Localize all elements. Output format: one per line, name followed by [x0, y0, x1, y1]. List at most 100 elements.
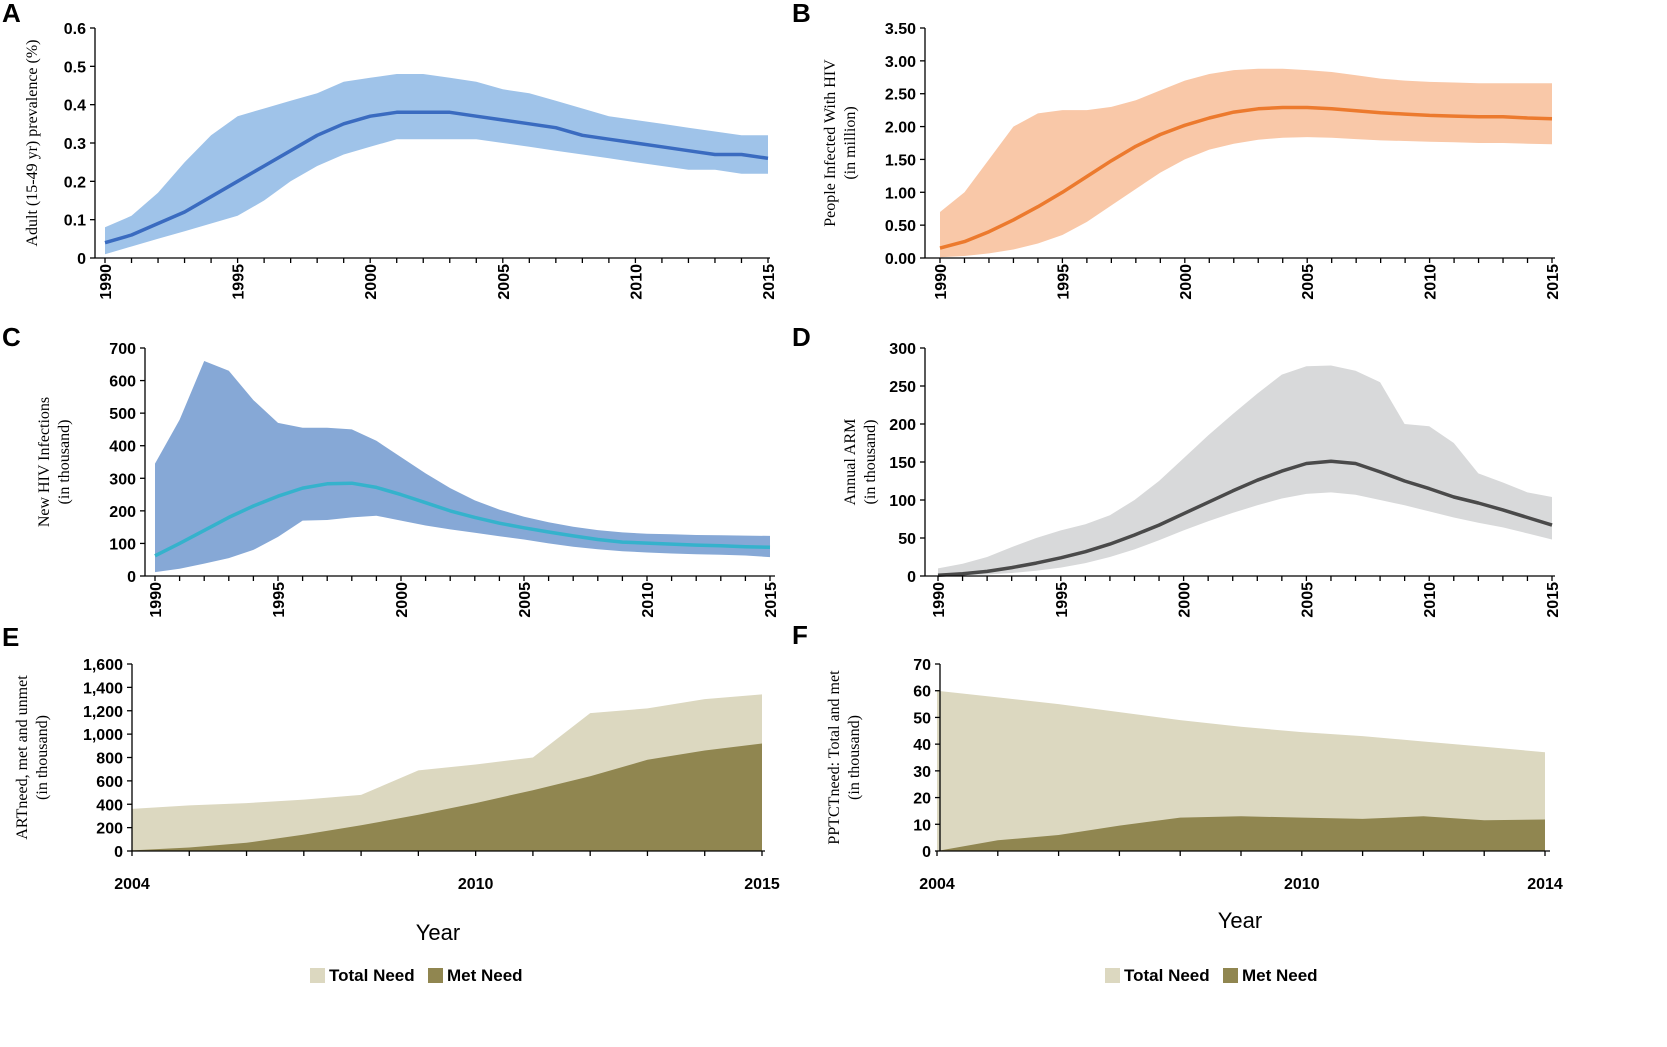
area-total-need: [937, 690, 1545, 851]
legend-swatch: [428, 968, 443, 983]
y-axis-label: Adult (15-49 yr) prevalence (%): [24, 39, 41, 246]
panel-letter: C: [2, 322, 21, 352]
y-tick-label: 20: [913, 791, 931, 808]
x-tick-label: 2000: [1177, 582, 1194, 618]
y-tick-label: 3.00: [885, 54, 916, 71]
y-axis-label: New HIV Infections (in thousand): [36, 397, 73, 527]
x-tick-label: 2005: [517, 582, 534, 618]
y-tick-label: 0: [922, 844, 931, 861]
y-tick-label: 300: [109, 471, 136, 488]
legend-swatch: [310, 968, 325, 983]
y-tick-label: 500: [109, 406, 136, 423]
y-tick-label: 200: [96, 821, 123, 838]
y-tick-label: 0.00: [885, 251, 916, 268]
x-axis-label: Year: [1218, 908, 1262, 933]
y-tick-label: 0.50: [885, 218, 916, 235]
y-tick-label: 200: [109, 504, 136, 521]
panel-letter: D: [792, 322, 811, 352]
y-tick-label: 100: [109, 536, 136, 553]
median-line: [104, 110, 769, 245]
y-tick-label: 0: [127, 569, 136, 586]
x-tick-label: 2005: [496, 264, 513, 300]
y-tick-label: 1,400: [83, 680, 123, 697]
x-tick-label: 1990: [148, 582, 165, 618]
uncertainty-band: [940, 68, 1552, 258]
panel-A: A 0 0.1 0.2 0.3 0.4 0.5 0.6 1990 1995 2000 2005 2010…: [2, 0, 778, 300]
x-tick-label: 2015: [761, 264, 778, 300]
x-tick-label: 1990: [98, 264, 115, 300]
y-tick-label: 400: [96, 797, 123, 814]
y-tick-label: 150: [889, 455, 916, 472]
x-tick-label: 1990: [933, 264, 950, 300]
x-tick-label: 2014: [1527, 876, 1563, 893]
y-tick-label: 1.50: [885, 152, 916, 169]
legend-swatch: [1223, 968, 1238, 983]
legend-label: Total Need: [1124, 966, 1210, 985]
panel-letter: A: [2, 0, 21, 28]
y-tick-label: 40: [913, 737, 931, 754]
x-tick-label: 1995: [1054, 582, 1071, 618]
x-tick-label: 1995: [1055, 264, 1072, 300]
area-met-need: [132, 743, 762, 851]
y-tick-label: 60: [913, 684, 931, 701]
legend-swatch: [1105, 968, 1120, 983]
y-tick-label: 30: [913, 764, 931, 781]
y-tick-label: 10: [913, 817, 931, 834]
area-met-need: [937, 816, 1545, 851]
panel-C: C 0 100 200 300 400 500 600 700 1990 1995 2000 2005 2…: [2, 322, 780, 618]
x-tick-label: 2000: [394, 582, 411, 618]
median-line: [154, 481, 771, 558]
y-tick-label: 2.50: [885, 87, 916, 104]
y-tick-label: 300: [889, 341, 916, 358]
y-tick-label: 1.00: [885, 185, 916, 202]
uncertainty-band: [155, 361, 770, 573]
y-tick-label: 200: [889, 417, 916, 434]
x-tick-label: 2000: [363, 264, 380, 300]
legend: Total Need Met Need F 0 10 20 30 40 50 60 70 2004 20…: [310, 620, 1563, 985]
x-tick-label: 2005: [1300, 264, 1317, 300]
y-tick-label: 800: [96, 751, 123, 768]
x-tick-label: 2010: [458, 876, 494, 893]
y-tick-label: 100: [889, 493, 916, 510]
y-tick-label: 3.50: [885, 21, 916, 38]
panel-letter: F: [792, 620, 808, 650]
y-tick-label: 50: [898, 531, 916, 548]
x-tick-label: 2015: [1545, 264, 1562, 300]
y-axis-label: Annual ARM (in thousand): [842, 419, 879, 506]
x-tick-label: 1995: [271, 582, 288, 618]
y-tick-label: 1,000: [83, 727, 123, 744]
y-tick-label: 0: [907, 569, 916, 586]
legend-label: Met Need: [1242, 966, 1318, 985]
y-tick-label: 70: [913, 657, 931, 674]
x-tick-label: 2005: [1299, 582, 1316, 618]
y-tick-label: 700: [109, 341, 136, 358]
y-axis-label: ARTneed, met and unmet (in thousand): [14, 675, 51, 840]
x-axis-label: Year: [416, 920, 460, 945]
y-axis-label: People Infected With HIV (in million): [822, 59, 859, 227]
x-tick-label: 2010: [1422, 582, 1439, 618]
y-tick-label: 0.6: [64, 21, 86, 38]
y-tick-label: 50: [913, 710, 931, 727]
x-tick-label: 2015: [744, 876, 780, 893]
x-tick-label: 2004: [114, 876, 150, 893]
x-tick-label: 1995: [231, 264, 248, 300]
panel-letter: E: [2, 622, 19, 652]
panel-letter: B: [792, 0, 811, 28]
y-tick-label: 1,200: [83, 704, 123, 721]
x-tick-label: 2004: [919, 876, 955, 893]
x-tick-label: 2010: [1423, 264, 1440, 300]
y-tick-label: 0.1: [64, 213, 86, 230]
y-tick-label: 400: [109, 439, 136, 456]
panel-B: B 0.00 0.50 1.00 1.50 2.00 2.50 3.00 3.50 1990 199…: [792, 0, 1562, 300]
y-tick-label: 0: [114, 844, 123, 861]
x-tick-label: 2010: [640, 582, 657, 618]
legend-label: Total Need: [329, 966, 415, 985]
x-tick-label: 2010: [1284, 876, 1320, 893]
y-tick-label: 0.3: [64, 136, 86, 153]
x-tick-label: 2015: [1545, 582, 1562, 618]
y-tick-label: 250: [889, 379, 916, 396]
uncertainty-band: [105, 74, 768, 255]
panel-D: D 0 50 100 150 200 250 300 1990 1995 2000 2005 2010 2…: [792, 322, 1562, 618]
